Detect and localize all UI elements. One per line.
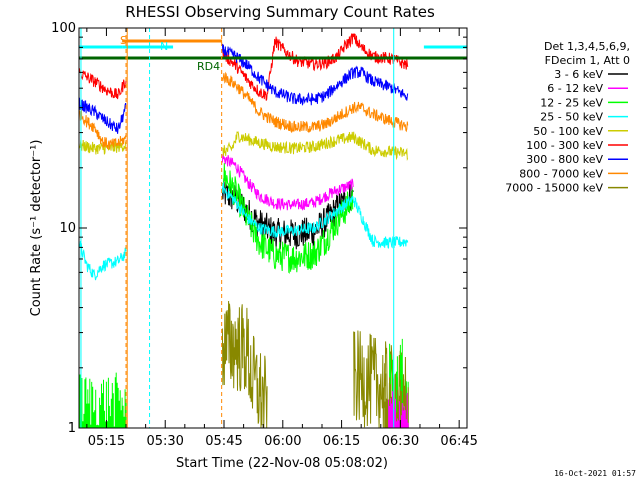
y-axis: 1 10 100 (51, 21, 467, 436)
series-line (79, 43, 409, 134)
annotation-n: N (160, 40, 168, 53)
x-tick-label: 05:15 (88, 434, 125, 449)
y-tick-label: 100 (51, 21, 76, 36)
y-axis-label: Count Rate (s⁻¹ detector⁻¹) (29, 140, 44, 317)
series-line (79, 181, 409, 281)
series-line (221, 163, 354, 274)
legend-entry-label: 12 - 25 keV (540, 96, 603, 109)
legend-entry-label: 25 - 50 keV (540, 111, 603, 124)
x-tick-label: 05:45 (205, 434, 242, 449)
annotation-s: S (120, 34, 127, 47)
legend-entry-label: 7000 - 15000 keV (505, 182, 603, 195)
x-axis: 05:15 05:30 05:45 06:00 06:15 06:30 06:45 (86, 28, 478, 449)
series-line (221, 300, 409, 428)
annotation-rd4: RD4 (197, 60, 220, 73)
x-tick-label: 06:15 (323, 434, 360, 449)
legend-entry-label: 300 - 800 keV (526, 153, 603, 166)
series-line (79, 71, 409, 150)
legend-entry-label: 6 - 12 keV (547, 82, 603, 95)
legend-entry-label: 800 - 7000 keV (519, 167, 603, 180)
x-tick-label: 06:00 (264, 434, 301, 449)
low-count-spikes (388, 391, 409, 428)
x-axis-label: Start Time (22-Nov-08 05:08:02) (176, 456, 388, 471)
legend-entry-label: 3 - 6 keV (554, 68, 603, 81)
legend-entry-label: 50 - 100 keV (533, 125, 603, 138)
data-layer (79, 33, 409, 428)
legend-header: FDecim 1, Att 0 (545, 54, 630, 67)
x-tick-label: 06:30 (382, 434, 419, 449)
y-tick-label: 1 (68, 421, 76, 436)
footer-date: 16-Oct-2021 01:57 (554, 469, 636, 478)
y-tick-label: 10 (59, 221, 76, 236)
legend: Det 1,3,4,5,6,9,FDecim 1, Att 03 - 6 keV… (505, 40, 630, 195)
x-tick-label: 06:45 (440, 434, 477, 449)
series-line (221, 154, 354, 211)
chart-title: RHESSI Observing Summary Count Rates (125, 3, 435, 21)
low-count-spikes (79, 372, 127, 428)
series-line (79, 131, 409, 161)
legend-header: Det 1,3,4,5,6,9, (544, 40, 630, 53)
x-tick-label: 05:30 (146, 434, 183, 449)
legend-entry-label: 100 - 300 keV (526, 139, 603, 152)
